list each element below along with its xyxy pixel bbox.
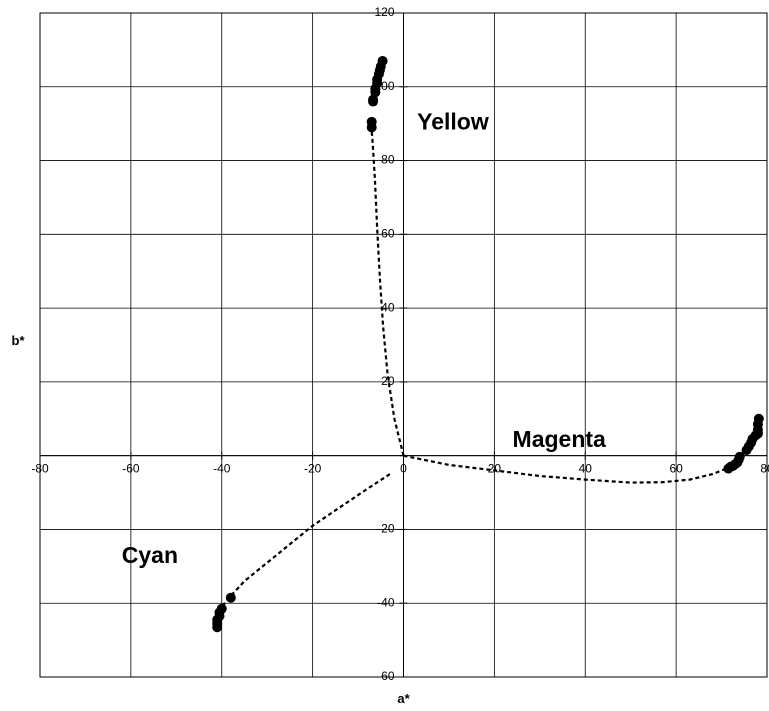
cyan-point-0 xyxy=(225,592,236,603)
magenta-point-15 xyxy=(753,413,764,424)
series-curves xyxy=(220,130,727,608)
axes xyxy=(39,12,768,678)
yellow-curve xyxy=(370,130,405,456)
y-tick-label-7: 80 xyxy=(381,153,395,167)
x-tick-label-7: 60 xyxy=(669,461,683,475)
series-points xyxy=(212,55,764,633)
magenta-curve xyxy=(403,454,727,484)
x-tick-label-0: -80 xyxy=(31,461,49,475)
yellow-label: Yellow xyxy=(417,109,489,135)
tick-labels: -80-60-40-20020406080-60-40-202040608010… xyxy=(31,5,769,683)
cyan-curve xyxy=(220,473,391,608)
y-tick-label-5: 40 xyxy=(381,300,395,314)
x-tick-label-8: 80 xyxy=(760,461,769,475)
y-axis-label: b* xyxy=(12,333,26,348)
x-tick-label-4: 0 xyxy=(400,461,407,475)
x-tick-label-1: -60 xyxy=(122,461,140,475)
cyan-label: Cyan xyxy=(122,542,178,568)
y-tick-label-2: -20 xyxy=(377,522,395,536)
cyan-point-6 xyxy=(212,622,223,633)
y-tick-label-9: 120 xyxy=(374,5,394,19)
yellow-point-11 xyxy=(377,55,388,66)
y-tick-label-6: 60 xyxy=(381,227,395,241)
yellow-point-1 xyxy=(366,116,377,127)
y-tick-label-1: -40 xyxy=(377,595,395,609)
x-axis-label: a* xyxy=(397,691,410,706)
x-tick-label-6: 40 xyxy=(579,461,593,475)
magenta-point-6 xyxy=(734,451,745,462)
y-tick-label-4: 20 xyxy=(381,374,395,388)
x-tick-label-5: 20 xyxy=(488,461,502,475)
x-tick-label-2: -40 xyxy=(213,461,231,475)
magenta-label: Magenta xyxy=(513,426,607,452)
y-tick-label-0: -60 xyxy=(377,669,395,683)
series-labels: Yellow Magenta Cyan xyxy=(122,109,606,568)
x-tick-label-3: -20 xyxy=(304,461,322,475)
